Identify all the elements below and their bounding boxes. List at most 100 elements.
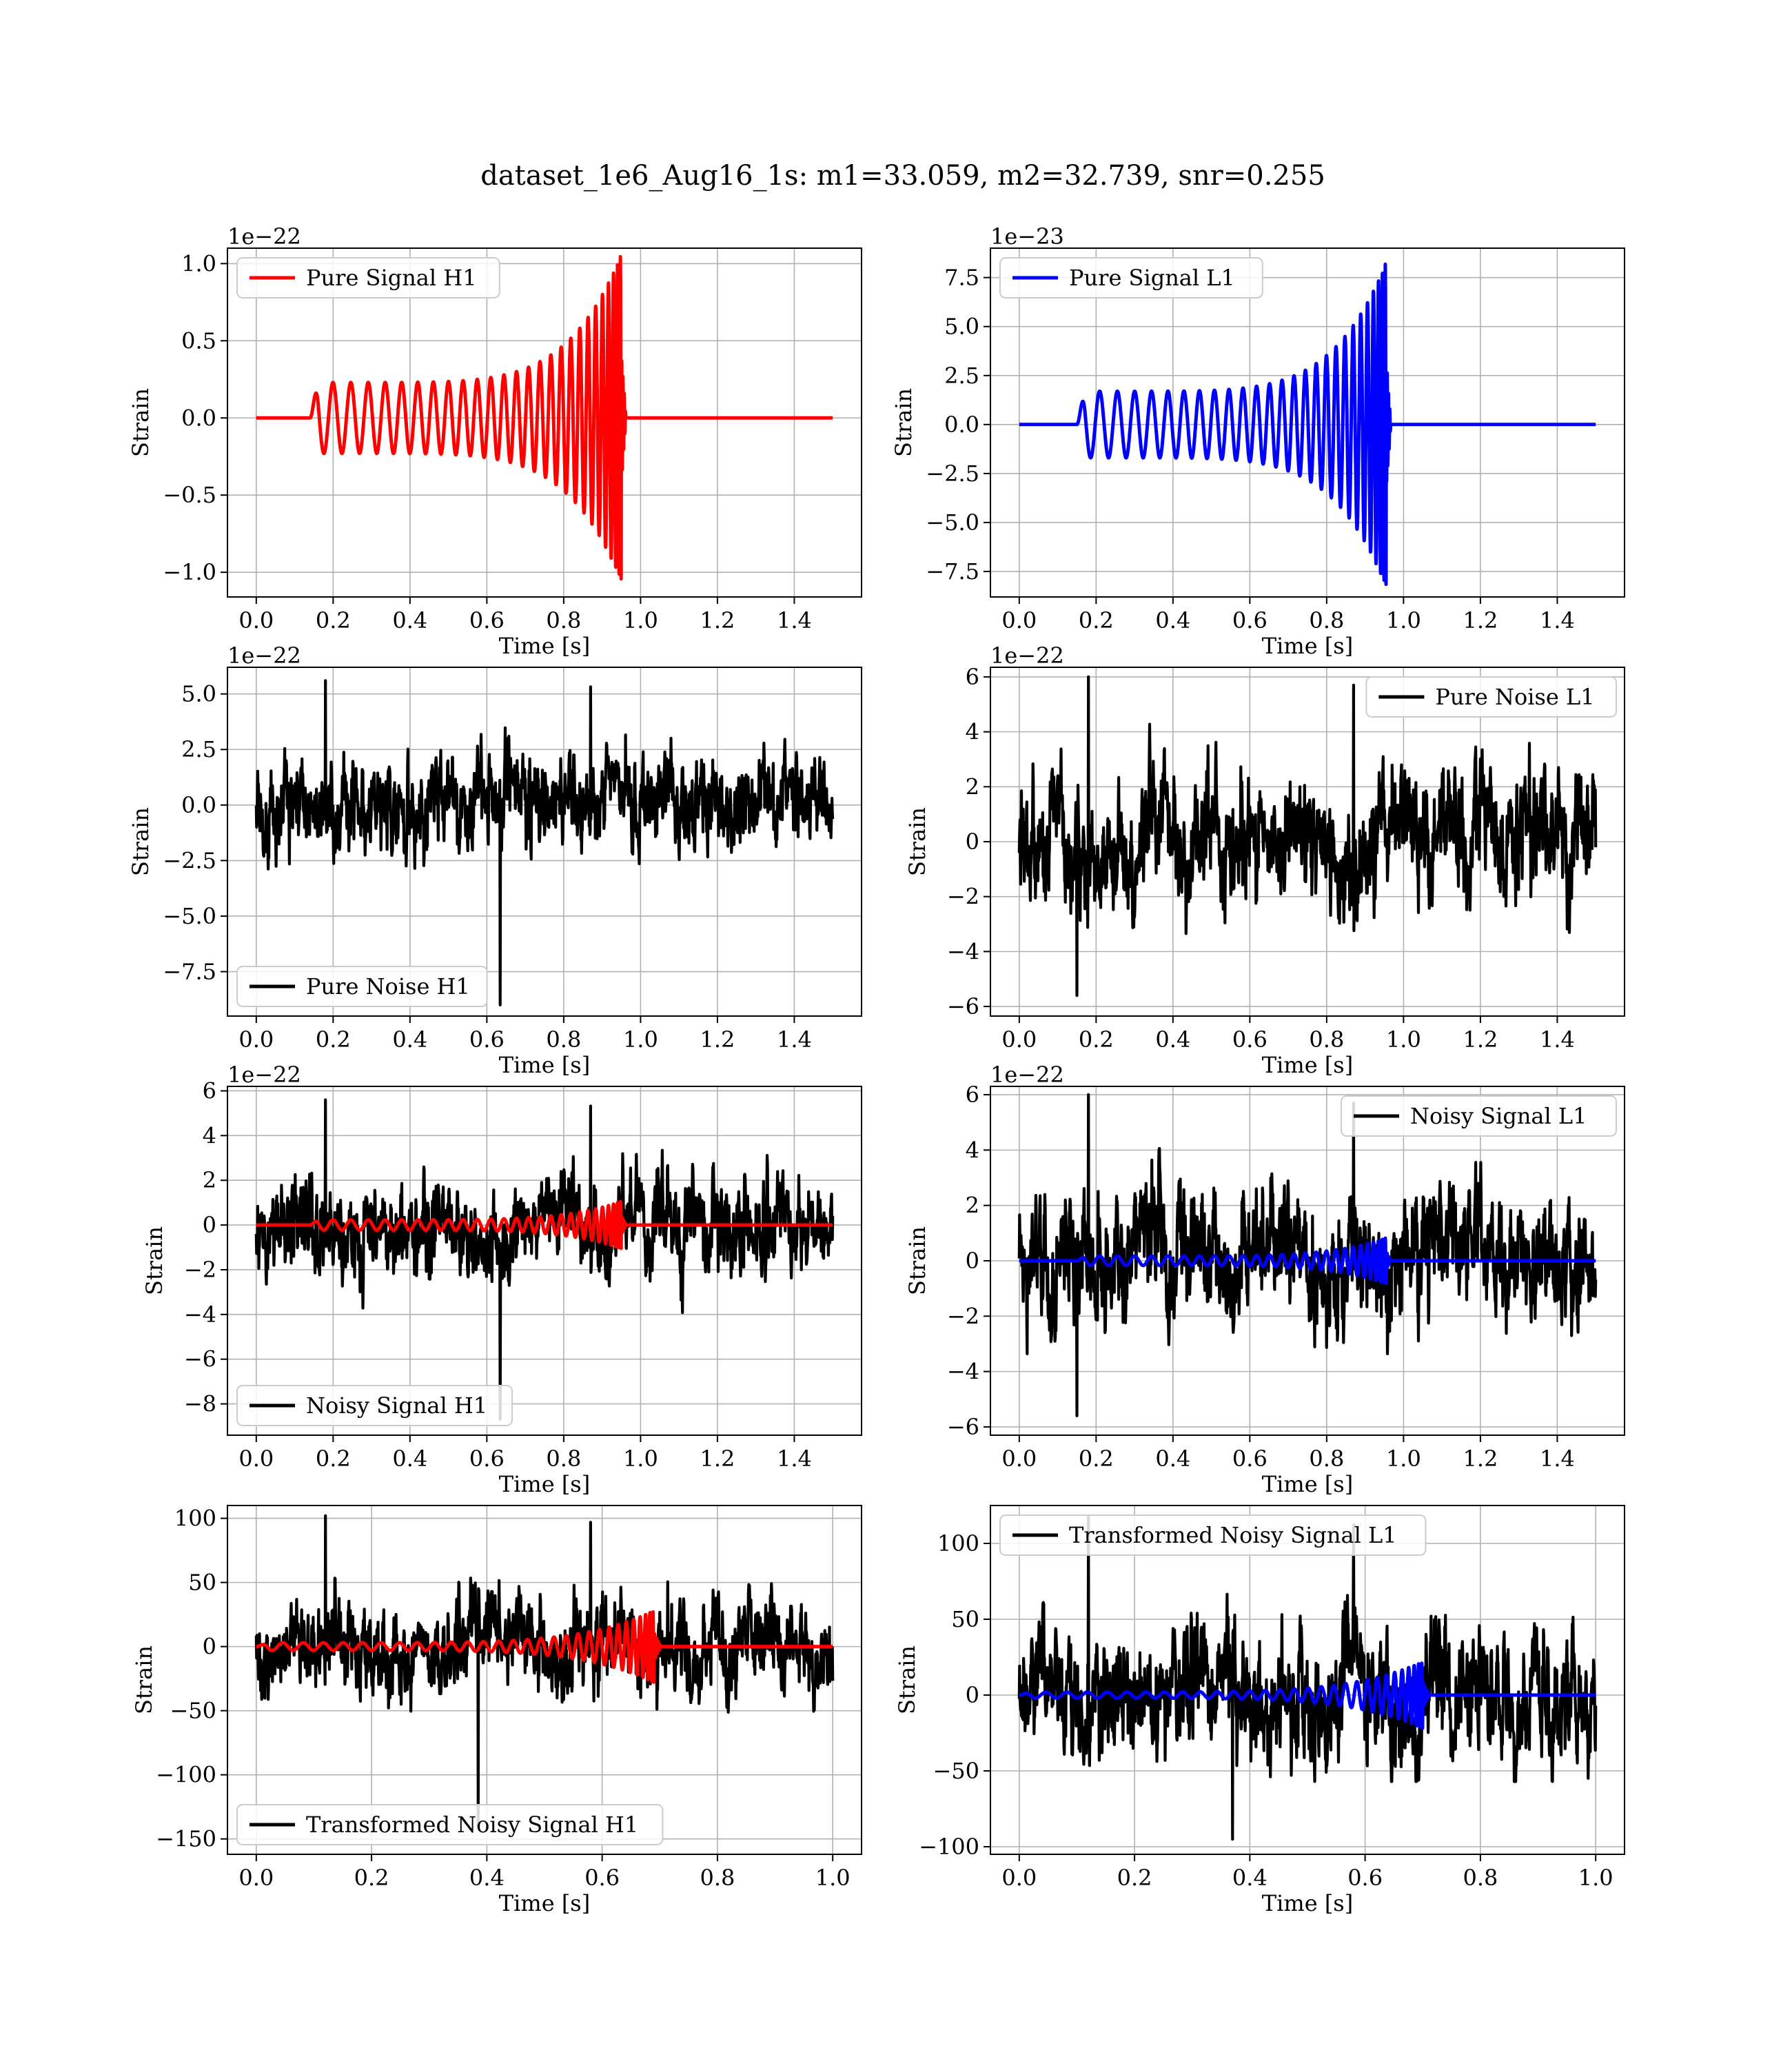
x-tick-label: 1.0: [623, 1446, 658, 1472]
x-tick-label: 0.2: [1079, 1446, 1114, 1472]
y-tick-label: 2.5: [181, 736, 216, 762]
offset-text: 1e−23: [990, 223, 1064, 250]
y-tick-label: −100: [919, 1834, 979, 1860]
legend-label: Pure Signal L1: [1069, 265, 1235, 291]
x-tick-label: 0.0: [1001, 607, 1037, 633]
x-tick-label: 0.4: [392, 1446, 427, 1472]
panel-p2: 0.0 0.2 0.4 0.6 0.8 1.0 1.2 1.4 −7.5 −5.0 −2.5 0.0 2…: [890, 223, 1625, 659]
y-tick-label: 6: [203, 1077, 216, 1104]
x-tick-label: 0.6: [1347, 1865, 1383, 1891]
x-axis-label: Time [s]: [1262, 1052, 1353, 1078]
y-tick-label: −50: [933, 1758, 979, 1784]
x-tick-label: 0.4: [1155, 1446, 1190, 1472]
panel-p8: 0.0 0.2 0.4 0.6 0.8 1.0 −100 −50 0 50 100 Time [s] S…: [894, 1505, 1625, 1916]
x-tick-label: 1.0: [1386, 1446, 1421, 1472]
legend-label: Noisy Signal L1: [1410, 1103, 1587, 1129]
legend: Noisy Signal L1: [1341, 1095, 1617, 1137]
y-tick-label: 0: [966, 1248, 979, 1274]
y-tick-label: −150: [156, 1826, 216, 1852]
y-tick-label: 4: [203, 1122, 216, 1148]
x-tick-label: 0.8: [1309, 607, 1344, 633]
x-tick-label: 0.6: [584, 1865, 620, 1891]
y-tick-label: 5.0: [944, 314, 979, 340]
legend: Transformed Noisy Signal L1: [999, 1514, 1427, 1556]
y-tick-label: −100: [156, 1762, 216, 1788]
x-tick-label: 1.2: [700, 1446, 735, 1472]
y-tick-label: 0.0: [944, 412, 979, 438]
x-tick-label: 0.0: [1001, 1026, 1037, 1053]
y-tick-label: −2: [947, 884, 979, 910]
x-tick-label: 1.4: [1540, 1026, 1575, 1053]
y-axis-label: Strain: [904, 807, 930, 876]
y-tick-label: 0: [203, 1634, 216, 1660]
x-tick-label: 0.0: [238, 1446, 274, 1472]
x-tick-label: 0.2: [1079, 607, 1114, 633]
noise-line: [1017, 1514, 1598, 1841]
x-axis-label: Time [s]: [1262, 633, 1353, 659]
signal-line: [1017, 1661, 1598, 1730]
x-tick-label: 0.4: [1155, 607, 1190, 633]
x-tick-label: 1.0: [1578, 1865, 1613, 1891]
offset-text: 1e−22: [990, 1062, 1064, 1088]
y-tick-label: 7.5: [944, 265, 979, 291]
x-tick-label: 0.8: [1309, 1446, 1344, 1472]
x-tick-label: 1.2: [1463, 1026, 1498, 1053]
x-tick-label: 0.6: [469, 607, 505, 633]
axes-frame: [227, 1086, 862, 1436]
x-tick-label: 0.4: [1232, 1865, 1267, 1891]
panel-p3: 0.0 0.2 0.4 0.6 0.8 1.0 1.2 1.4 −7.5 −5.0 −2.5 0.0 2…: [128, 642, 862, 1078]
y-tick-label: 100: [174, 1506, 216, 1532]
noise-line: [1017, 1093, 1598, 1417]
axes-frame: [227, 1505, 862, 1855]
offset-text: 1e−22: [990, 642, 1064, 669]
y-tick-label: 6: [966, 1082, 979, 1108]
legend: Pure Signal L1: [999, 257, 1263, 298]
noise-line: [254, 1098, 835, 1421]
signal-line: [254, 1199, 835, 1250]
panel-p1: 0.0 0.2 0.4 0.6 0.8 1.0 1.2 1.4 −1.0 −0.5 0.0 0.5 1.…: [128, 223, 862, 659]
x-tick-label: 0.2: [354, 1865, 389, 1891]
y-tick-label: 1.0: [181, 250, 216, 276]
x-axis-label: Time [s]: [499, 1052, 590, 1078]
y-axis-label: Strain: [141, 1226, 167, 1295]
x-axis-label: Time [s]: [1262, 1890, 1353, 1916]
x-tick-label: 1.0: [1386, 607, 1421, 633]
figure-title: dataset_1e6_Aug16_1s: m1=33.059, m2=32.7…: [480, 160, 1325, 192]
signal-line: [1017, 1236, 1598, 1286]
panel-p5: 0.0 0.2 0.4 0.6 0.8 1.0 1.2 1.4 −8 −6 −4 −2 0 2 4 6 Time…: [141, 1062, 862, 1497]
y-tick-label: −6: [184, 1346, 216, 1372]
x-axis-label: Time [s]: [499, 633, 590, 659]
x-axis-label: Time [s]: [499, 1890, 590, 1916]
y-tick-label: −2: [947, 1303, 979, 1329]
offset-text: 1e−22: [227, 1062, 301, 1088]
x-tick-label: 0.0: [238, 1026, 274, 1053]
offset-text: 1e−22: [227, 642, 301, 669]
panel-p4: 0.0 0.2 0.4 0.6 0.8 1.0 1.2 1.4 −6 −4 −2 0 2 4 6 Time […: [904, 642, 1625, 1078]
legend-box: [999, 1514, 1427, 1556]
y-tick-label: 2: [966, 1193, 979, 1219]
y-tick-label: −2.5: [926, 460, 979, 487]
y-axis-label: Strain: [131, 1645, 157, 1714]
legend: Pure Signal H1: [236, 257, 500, 298]
y-axis-label: Strain: [894, 1645, 920, 1714]
y-axis-label: Strain: [890, 388, 917, 457]
x-tick-label: 0.0: [1001, 1446, 1037, 1472]
x-tick-label: 1.2: [700, 607, 735, 633]
y-tick-label: −4: [947, 938, 979, 964]
y-tick-label: 4: [966, 719, 979, 745]
x-tick-label: 0.8: [546, 1026, 581, 1053]
y-axis-label: Strain: [128, 807, 154, 876]
noise-line: [254, 1514, 835, 1828]
x-tick-label: 1.4: [1540, 1446, 1575, 1472]
legend-box: [236, 1804, 664, 1845]
y-tick-label: 2: [203, 1167, 216, 1193]
x-axis-label: Time [s]: [499, 1471, 590, 1497]
x-tick-label: 0.6: [1232, 1026, 1267, 1053]
y-tick-label: 100: [937, 1530, 979, 1557]
panel-p7: 0.0 0.2 0.4 0.6 0.8 1.0 −150 −100 −50 0 50 100 Time …: [131, 1505, 862, 1916]
legend-box: [236, 257, 500, 298]
legend: Pure Noise L1: [1365, 676, 1618, 718]
legend: Transformed Noisy Signal H1: [236, 1804, 664, 1845]
y-tick-label: −6: [947, 1414, 979, 1440]
y-tick-label: 2: [966, 773, 979, 800]
